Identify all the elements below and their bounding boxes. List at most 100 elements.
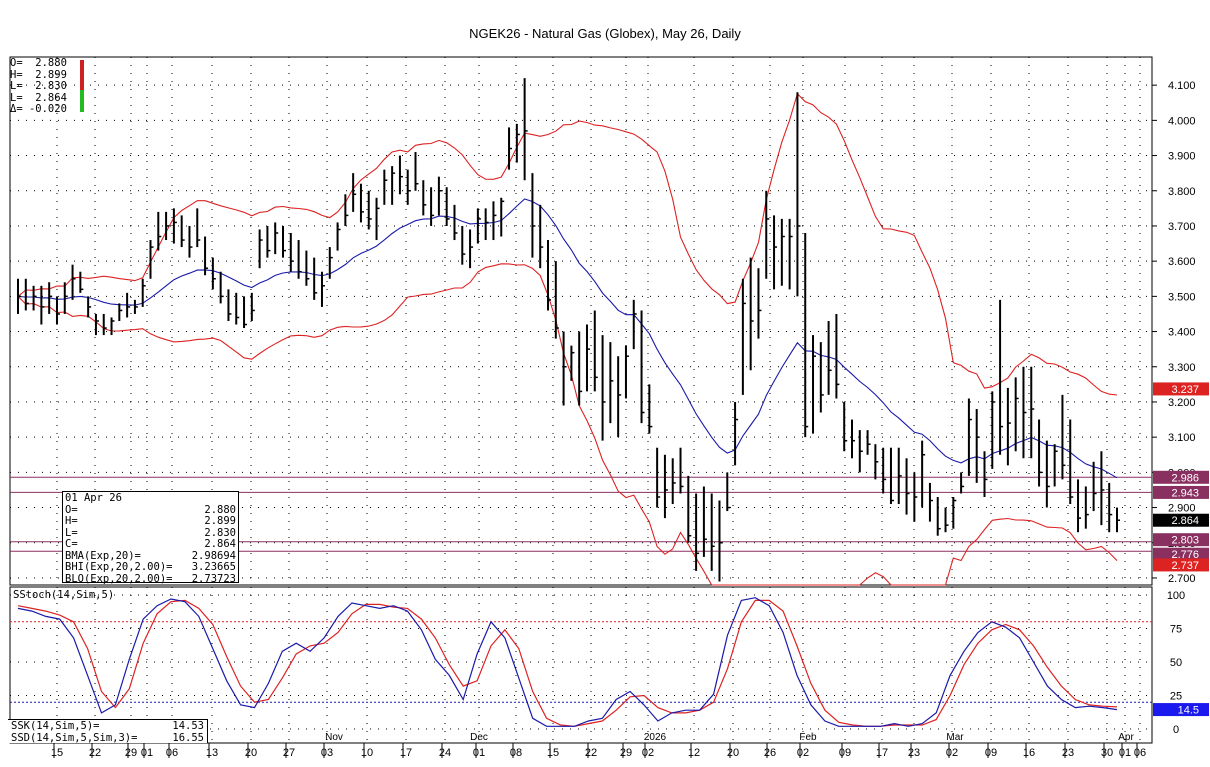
info-key: L= bbox=[65, 526, 78, 539]
price-tick-label: 2.900 bbox=[1168, 503, 1196, 515]
stoch-axis-label bbox=[1153, 703, 1209, 717]
price-axis-label-text: 2.986 bbox=[1171, 472, 1199, 484]
price-axis-label bbox=[1153, 382, 1209, 396]
price-tick-label: 4.000 bbox=[1168, 115, 1196, 127]
month-label: Dec bbox=[470, 732, 488, 743]
price-axis-label bbox=[1153, 513, 1209, 527]
data-window-date: 01 Apr 26 bbox=[65, 492, 122, 504]
date-tick-label: 12 bbox=[688, 747, 700, 759]
date-tick-label: 09 bbox=[839, 747, 851, 759]
date-tick-label: 22 bbox=[89, 747, 101, 759]
price-panel-frame bbox=[9, 56, 1153, 586]
info-val: 2.899 bbox=[204, 515, 236, 527]
date-tick-label: 01 bbox=[141, 747, 153, 759]
price-axis-label bbox=[1153, 485, 1209, 499]
price-tick-label: 3.600 bbox=[1168, 256, 1196, 268]
month-label: 2026 bbox=[644, 732, 667, 743]
price-axis-label bbox=[1153, 558, 1209, 572]
month-label: Mar bbox=[946, 732, 964, 743]
info-val: 2.830 bbox=[204, 526, 236, 539]
info-key: BHI(Exp,20,2.00)= bbox=[65, 561, 173, 573]
price-tick-label: 2.700 bbox=[1168, 573, 1196, 585]
high-readout: H= 2.899 bbox=[10, 68, 67, 81]
date-tick-label: 30 bbox=[1101, 747, 1113, 759]
date-tick-label: 01 bbox=[1119, 747, 1131, 759]
date-tick-label: 02 bbox=[797, 747, 809, 759]
price-axis-label-text: 2.864 bbox=[1171, 515, 1199, 527]
date-tick-label: 17 bbox=[876, 747, 888, 759]
stoch-d-line bbox=[17, 599, 1118, 727]
stoch-title: SStoch(14,Sim,5) bbox=[13, 589, 115, 601]
date-tick-label: 20 bbox=[245, 747, 257, 759]
info-key: O= bbox=[65, 503, 78, 516]
ohlc-readout: O= 2.880 H= 2.899 L= 2.830 L= 2.864 Δ= -… bbox=[10, 57, 67, 116]
price-axis-label bbox=[1153, 547, 1209, 561]
date-tick-label: 09 bbox=[985, 747, 997, 759]
price-tick-label: 3.400 bbox=[1168, 327, 1196, 339]
date-tick-label: 13 bbox=[206, 747, 218, 759]
info-val: 2.864 bbox=[204, 538, 236, 550]
stoch-tick-label: 100 bbox=[1167, 590, 1185, 602]
stoch-tick-label: 0 bbox=[1173, 724, 1179, 736]
chart-title: NGEK26 - Natural Gas (Globex), May 26, D… bbox=[469, 26, 741, 41]
date-tick-label: 27 bbox=[283, 747, 295, 759]
info-val: 2.880 bbox=[204, 503, 236, 516]
date-tick-label: 22 bbox=[585, 747, 597, 759]
date-tick-label: 17 bbox=[400, 747, 412, 759]
date-tick-label: 06 bbox=[1134, 747, 1146, 759]
ssd-val: 16.55 bbox=[172, 731, 204, 744]
date-tick-label: 16 bbox=[1023, 747, 1035, 759]
price-tick-label: 3.500 bbox=[1168, 291, 1196, 303]
date-tick-label: 08 bbox=[510, 747, 522, 759]
date-tick-label: 02 bbox=[642, 747, 654, 759]
price-tick-label: 3.700 bbox=[1168, 221, 1196, 233]
date-tick-label: 15 bbox=[51, 747, 63, 759]
stoch-readout: SSK(14,Sim,5)= 14.53 SSD(14,Sim,5,Sim,3)=… bbox=[8, 719, 208, 743]
price-axis-label bbox=[1153, 533, 1209, 547]
price-tick-label: 3.900 bbox=[1168, 151, 1196, 163]
info-key: BMA(Exp,20)= bbox=[65, 549, 141, 562]
price-axis-label-text: 2.943 bbox=[1171, 487, 1199, 499]
stoch-k-line bbox=[17, 597, 1118, 727]
date-tick-label: 29 bbox=[620, 747, 632, 759]
month-label: Nov bbox=[325, 732, 343, 743]
date-tick-label: 15 bbox=[547, 747, 559, 759]
info-key: H= bbox=[65, 515, 78, 527]
ssk-key: SSK(14,Sim,5)= bbox=[11, 720, 100, 732]
price-axis-label-text: 2.803 bbox=[1171, 535, 1199, 547]
ssk-val: 14.53 bbox=[172, 720, 204, 732]
date-tick-label: 10 bbox=[361, 747, 373, 759]
date-tick-label: 02 bbox=[946, 747, 958, 759]
date-tick-label: 24 bbox=[439, 747, 451, 759]
low-readout: L= 2.830 bbox=[10, 80, 67, 92]
bollinger-upper bbox=[17, 92, 1118, 396]
price-axis-label-text: 2.737 bbox=[1171, 560, 1199, 572]
month-label: Feb bbox=[799, 732, 817, 743]
stoch-axis-label-text: 14.5 bbox=[1178, 705, 1199, 717]
open-readout: O= 2.880 bbox=[10, 57, 67, 69]
price-axis-label bbox=[1153, 470, 1209, 484]
date-tick-label: 01 bbox=[473, 747, 485, 759]
ohlc-indicator-green bbox=[80, 90, 84, 112]
date-tick-label: 06 bbox=[166, 747, 178, 759]
info-val: 2.73723 bbox=[191, 572, 236, 585]
price-tick-label: 3.200 bbox=[1168, 397, 1196, 409]
change-readout: Δ= -0.020 bbox=[10, 103, 67, 115]
ssd-key: SSD(14,Sim,5,Sim,3)= bbox=[11, 731, 138, 744]
info-key: BLO(Exp,20,2.00)= bbox=[65, 572, 173, 585]
info-val: 3.23665 bbox=[191, 561, 236, 573]
close-readout: L= 2.864 bbox=[10, 91, 67, 104]
info-val: 2.98694 bbox=[191, 549, 236, 562]
data-window: 01 Apr 26 O= 2.880 H= 2.899 L= 2.830 C= 2.86… bbox=[62, 491, 239, 585]
date-tick-label: 23 bbox=[1062, 747, 1074, 759]
date-tick-label: 29 bbox=[125, 747, 137, 759]
date-tick-label: 03 bbox=[321, 747, 333, 759]
price-tick-label: 3.100 bbox=[1168, 432, 1196, 444]
price-axis-label-text: 2.776 bbox=[1171, 549, 1199, 561]
bollinger-mid bbox=[17, 198, 1118, 479]
stoch-tick-label: 25 bbox=[1170, 691, 1182, 703]
date-tick-label: 20 bbox=[727, 747, 739, 759]
price-tick-label: 3.300 bbox=[1168, 362, 1196, 374]
month-label: Apr bbox=[1118, 732, 1134, 743]
